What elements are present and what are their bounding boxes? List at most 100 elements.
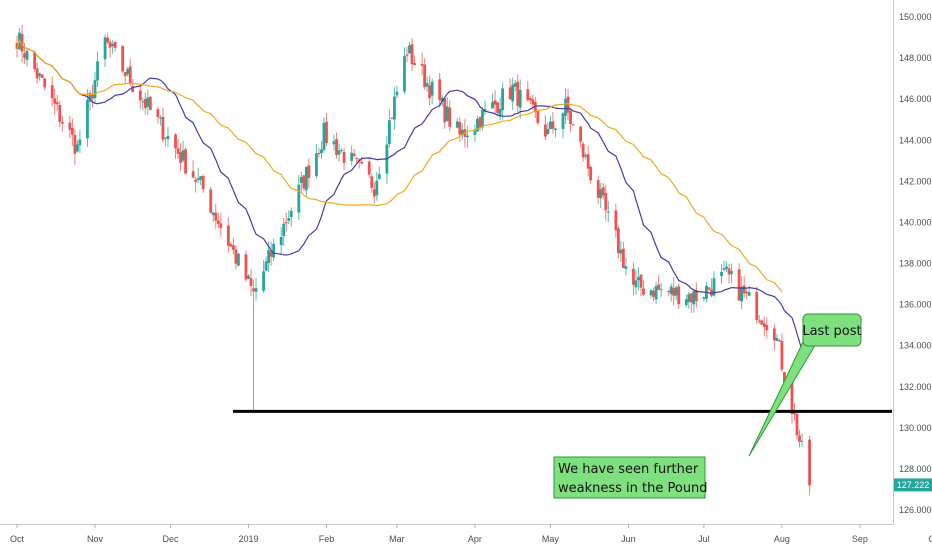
candle xyxy=(755,286,759,325)
candle xyxy=(390,117,394,120)
candle xyxy=(508,78,512,100)
candle xyxy=(586,145,590,177)
candle xyxy=(722,260,726,272)
y-tick-label: 132.000 xyxy=(899,382,932,392)
candle xyxy=(606,200,610,223)
candle xyxy=(775,333,779,342)
candle xyxy=(387,109,391,148)
candle xyxy=(302,174,306,192)
candle xyxy=(579,125,583,148)
candle xyxy=(737,263,741,301)
candle xyxy=(772,324,776,351)
candle xyxy=(234,245,238,270)
candle xyxy=(282,218,286,246)
candle xyxy=(307,158,311,188)
candle xyxy=(634,269,638,295)
candle xyxy=(191,160,195,179)
candle xyxy=(68,115,72,139)
candle xyxy=(616,226,620,259)
candle xyxy=(684,294,688,308)
candle xyxy=(694,282,698,308)
candle xyxy=(58,100,62,128)
candle xyxy=(320,140,323,160)
candle xyxy=(156,106,160,124)
candle xyxy=(370,174,374,193)
candle xyxy=(279,227,283,255)
candle xyxy=(337,143,341,162)
candle xyxy=(757,314,761,324)
candle xyxy=(405,46,409,63)
candle xyxy=(161,107,165,143)
candle xyxy=(710,278,713,298)
candle xyxy=(659,282,663,298)
last-price-label: 127.222 xyxy=(897,480,930,490)
candle xyxy=(621,241,625,268)
y-tick-label: 134.000 xyxy=(899,341,932,351)
candle xyxy=(297,175,301,221)
candle xyxy=(43,77,47,91)
candle xyxy=(226,217,230,253)
candle xyxy=(211,211,215,223)
candle xyxy=(528,96,532,105)
price-axis: 126.000 128.000 130.000 132.000 134.000 136.0… xyxy=(893,0,932,524)
candle xyxy=(199,175,203,186)
candle xyxy=(498,97,502,121)
candle xyxy=(166,126,170,147)
candle xyxy=(410,38,414,72)
candle xyxy=(551,112,555,134)
candle xyxy=(458,117,462,142)
candle xyxy=(252,279,255,412)
candle xyxy=(543,115,547,141)
candle xyxy=(720,264,723,285)
candle xyxy=(299,171,303,193)
candle xyxy=(214,203,218,229)
x-tick-label: May xyxy=(542,534,560,544)
candle xyxy=(176,138,180,159)
candle xyxy=(93,72,97,105)
candle xyxy=(141,97,145,111)
y-tick-label: 130.000 xyxy=(899,423,932,433)
x-tick-label: Nov xyxy=(87,534,104,544)
candle xyxy=(126,66,130,77)
candle xyxy=(179,143,182,172)
y-tick-label: 150.000 xyxy=(899,12,932,22)
candle xyxy=(403,47,406,94)
candle xyxy=(692,289,696,313)
candle xyxy=(340,148,343,153)
y-tick-label: 144.000 xyxy=(899,135,932,145)
candle xyxy=(96,51,99,87)
moving-averages xyxy=(16,39,803,351)
candle xyxy=(196,167,200,184)
x-tick-label: Oct xyxy=(928,534,932,544)
x-tick-label: 2019 xyxy=(238,534,258,544)
candle xyxy=(596,175,600,205)
candle xyxy=(455,118,459,129)
candle xyxy=(795,413,799,440)
candle xyxy=(231,237,235,255)
candle xyxy=(460,123,464,140)
candle xyxy=(325,113,328,147)
candle xyxy=(108,39,112,58)
candle xyxy=(262,260,265,294)
candle xyxy=(689,293,693,313)
last-post-callout: Last post xyxy=(748,313,862,457)
y-tick-label: 140.000 xyxy=(899,217,932,227)
candle xyxy=(637,267,640,291)
candle xyxy=(667,289,671,297)
x-tick-label: Feb xyxy=(319,534,335,544)
y-tick-label: 126.000 xyxy=(899,505,932,515)
candle xyxy=(50,76,54,107)
y-tick-label: 136.000 xyxy=(899,300,932,310)
ma-short-line xyxy=(16,39,803,351)
candle xyxy=(289,207,293,227)
candle xyxy=(581,141,585,162)
candle xyxy=(546,122,550,136)
candle xyxy=(642,280,645,296)
candle xyxy=(445,97,449,122)
candle xyxy=(413,55,416,66)
candle xyxy=(148,95,152,111)
candle xyxy=(516,74,520,113)
candle xyxy=(35,62,39,84)
candle xyxy=(423,58,427,90)
